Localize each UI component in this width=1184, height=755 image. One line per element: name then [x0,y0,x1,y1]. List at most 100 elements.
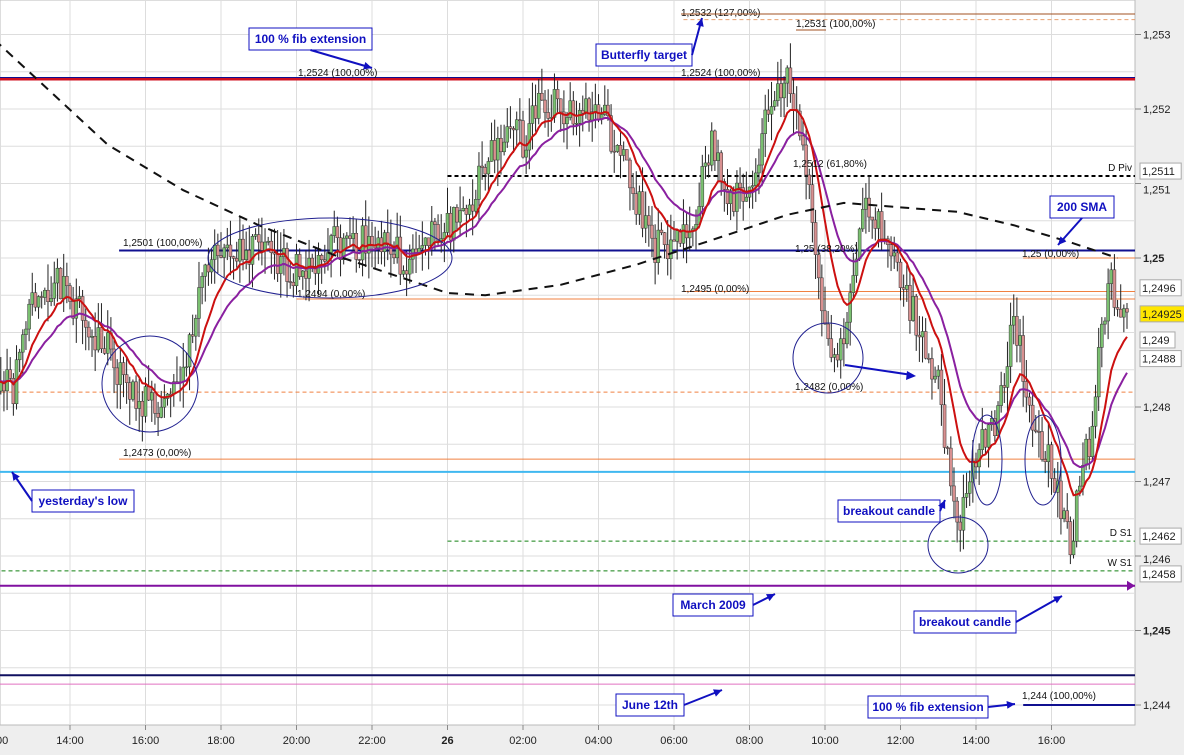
annotation-arrow [1015,595,1063,623]
candle-body [106,332,110,354]
candle-body [647,215,651,226]
candle-body [864,197,868,210]
x-tick-label: 20:00 [283,735,311,747]
candle-body [518,119,522,121]
price-box-text: 1,2511 [1142,166,1175,178]
candle-body [345,235,349,239]
candle-body [474,199,478,212]
price-box-text: 1,249 [1142,335,1170,347]
candle-body [146,386,151,401]
arrow-head-icon [363,61,372,70]
candle-body [810,184,815,223]
price-box-text: 1,2462 [1142,531,1176,543]
candle-body [58,267,63,300]
price-box-bg [1139,279,1182,297]
candle-body [159,406,163,418]
candle-body [826,323,830,340]
candle-body [65,276,69,286]
annotation-callout: breakout candle [837,499,946,523]
candle-body [128,382,132,400]
level-text: 1,2531 (100,00%) [796,19,876,30]
level-text: 1,2524 (100,00%) [681,68,761,79]
candle-body [323,259,327,262]
candle-body [782,82,786,99]
candle-body [949,447,953,487]
candle-body [338,237,343,260]
candle-body [231,256,236,259]
candle-body [420,245,425,249]
x-tick-label: 26 [441,735,453,747]
candle-body [1112,269,1117,308]
candle-body [150,392,154,401]
candle-body [873,219,878,229]
candle-body [1074,490,1079,542]
candle-body [115,367,119,385]
candle-body [939,369,944,406]
candle-body [430,221,434,246]
x-tick-label: 12:00 [887,735,915,747]
candle-body [257,234,261,243]
candle-body [1103,320,1107,325]
candle-body [304,270,308,279]
level-text: 1,244 (100,00%) [1022,691,1096,702]
y-tick-label: 1,253 [1143,30,1171,42]
x-tick-label: 10:00 [811,735,839,747]
candle-body [801,135,805,146]
candle-body [1027,396,1032,406]
candle-body [8,369,12,379]
candle-body [889,244,893,257]
level-text: 1,2512 (61,80%) [793,159,867,170]
candle-body [744,196,749,202]
candle-body [785,67,789,84]
candle-body [511,128,516,131]
candle-body [536,93,541,119]
candle-body [489,140,494,162]
candle-body [156,413,160,418]
candle-body [665,244,670,260]
y-tick-label: 1,248 [1143,402,1171,414]
candle-body [735,182,739,212]
candle-body [986,424,991,448]
candle-body [480,165,484,168]
highlight-ellipse [207,217,453,299]
candle-body [376,237,381,249]
candle-body [477,165,481,200]
candle-body [640,191,645,229]
candle-body [250,236,255,265]
candle-body [631,187,635,194]
candle-body [1078,485,1082,492]
candle-body [433,221,437,225]
candle-body [80,296,85,321]
candle-body [253,234,258,237]
candle-body [49,298,53,302]
price-box-text: 1,24925 [1142,309,1182,321]
candle-body [842,338,846,345]
price-box-text: 1,2458 [1142,569,1176,581]
candle-body [351,233,355,239]
candle-body [779,83,783,99]
candle-body [958,521,963,531]
candle-body [625,149,629,161]
candle-body [401,270,406,275]
candle-body [436,224,440,242]
candle-body [754,172,758,186]
annotation-callout: yesterday's low [11,471,135,513]
candle-body [1012,316,1016,326]
candle-body [212,244,217,260]
candle-body [656,229,661,263]
candle-body [609,115,613,152]
annotation-text: March 2009 [680,598,746,612]
candle-body [895,252,900,263]
annotation-arrow [310,49,373,69]
annotation-callout: June 12th [615,689,723,717]
candle-body [750,185,755,188]
price-box-bg [1139,305,1184,323]
price-box-bg [1139,527,1182,545]
candle-body [933,375,937,380]
candle-body [738,182,742,188]
candle-body [757,164,761,174]
candle-body [275,253,280,274]
candle-body [335,226,340,238]
candle-body [543,99,547,113]
